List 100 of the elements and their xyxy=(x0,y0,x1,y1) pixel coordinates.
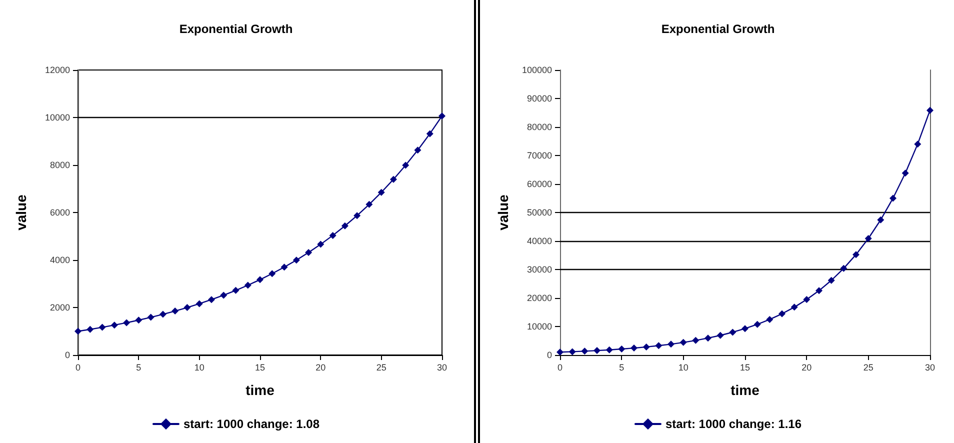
x-tick-label: 20 xyxy=(802,362,812,372)
point xyxy=(902,170,909,177)
point xyxy=(680,338,687,346)
point xyxy=(305,248,312,256)
point xyxy=(618,346,626,353)
point xyxy=(329,232,336,239)
point xyxy=(135,316,142,324)
point xyxy=(414,146,422,154)
point xyxy=(864,235,872,242)
point xyxy=(754,320,761,328)
point xyxy=(208,296,215,304)
x-axis-title: time xyxy=(730,382,760,398)
y-tick-label: 50000 xyxy=(526,208,552,218)
x-axis-title: time xyxy=(246,382,275,398)
point xyxy=(147,314,154,321)
y-tick-label: 40000 xyxy=(526,236,552,246)
x-tick-label: 0 xyxy=(75,362,81,372)
y-axis-title: value xyxy=(13,194,29,230)
chart-title: Exponential Growth xyxy=(179,22,293,36)
point xyxy=(606,346,613,354)
x-tick-label: 25 xyxy=(376,362,386,372)
point xyxy=(438,112,446,120)
point xyxy=(74,328,82,335)
point xyxy=(630,344,638,352)
point xyxy=(220,292,228,299)
point xyxy=(341,222,348,230)
point xyxy=(110,322,118,329)
point xyxy=(366,200,373,208)
point xyxy=(742,325,748,332)
point xyxy=(914,140,922,148)
x-tick-label: 15 xyxy=(254,362,266,372)
y-tick-label: 0 xyxy=(546,350,552,360)
point xyxy=(86,326,94,333)
y-tick-label: 80000 xyxy=(526,122,552,132)
x-tick-label: 0 xyxy=(557,362,563,372)
x-tick-label: 5 xyxy=(619,362,624,372)
point xyxy=(926,106,934,114)
point xyxy=(816,287,822,294)
point xyxy=(390,176,397,183)
point xyxy=(568,348,576,356)
point xyxy=(778,310,786,318)
legend-label: start: 1000 change: 1.16 xyxy=(665,417,802,431)
point xyxy=(877,216,884,224)
point xyxy=(803,296,810,304)
x-tick-label: 15 xyxy=(740,362,750,372)
point xyxy=(268,270,276,278)
point xyxy=(172,308,179,315)
x-tick-label: 10 xyxy=(678,362,688,372)
y-tick-label: 70000 xyxy=(526,150,552,160)
point xyxy=(729,328,736,336)
point xyxy=(402,162,410,169)
x-tick-label: 25 xyxy=(863,362,874,372)
point xyxy=(244,282,252,289)
point xyxy=(704,334,712,342)
point xyxy=(426,130,434,138)
point xyxy=(280,264,288,271)
point xyxy=(890,194,896,202)
legend-label: start: 1000 change: 1.08 xyxy=(183,417,320,431)
y-tick-label: 12000 xyxy=(44,65,70,75)
point xyxy=(852,251,860,258)
point xyxy=(790,304,798,311)
point xyxy=(354,212,361,220)
x-tick-label: 5 xyxy=(136,362,142,372)
x-tick-label: 30 xyxy=(924,362,936,372)
point xyxy=(655,342,662,350)
y-tick-label: 60000 xyxy=(526,179,552,189)
x-tick-label: 20 xyxy=(316,362,326,372)
chart-title: Exponential Growth xyxy=(661,22,775,36)
y-tick-label: 10000 xyxy=(44,112,70,122)
point xyxy=(98,324,106,331)
x-tick-label: 10 xyxy=(194,362,204,372)
point xyxy=(594,347,600,354)
point xyxy=(256,276,264,284)
point xyxy=(840,264,848,272)
y-tick-label: 90000 xyxy=(526,94,552,104)
point xyxy=(159,310,166,318)
point xyxy=(317,240,324,248)
point xyxy=(766,316,774,323)
y-tick-label: 8000 xyxy=(50,160,70,170)
point xyxy=(692,336,700,344)
x-tick-label: 30 xyxy=(436,362,448,372)
y-axis-title: value xyxy=(495,194,511,230)
y-tick-label: 6000 xyxy=(50,208,70,218)
point xyxy=(716,332,724,339)
y-tick-label: 4000 xyxy=(50,255,70,265)
point xyxy=(378,188,385,196)
y-tick-label: 0 xyxy=(64,350,70,360)
y-tick-label: 10000 xyxy=(526,322,552,332)
point xyxy=(581,348,588,355)
y-tick-label: 2000 xyxy=(50,302,70,312)
y-tick-label: 100000 xyxy=(522,65,552,75)
point xyxy=(123,319,130,326)
point xyxy=(232,286,240,294)
point xyxy=(642,343,650,350)
point xyxy=(292,256,300,264)
point xyxy=(828,276,835,284)
y-tick-label: 30000 xyxy=(526,264,552,274)
point xyxy=(196,300,203,308)
point xyxy=(668,340,674,348)
point xyxy=(184,304,191,312)
